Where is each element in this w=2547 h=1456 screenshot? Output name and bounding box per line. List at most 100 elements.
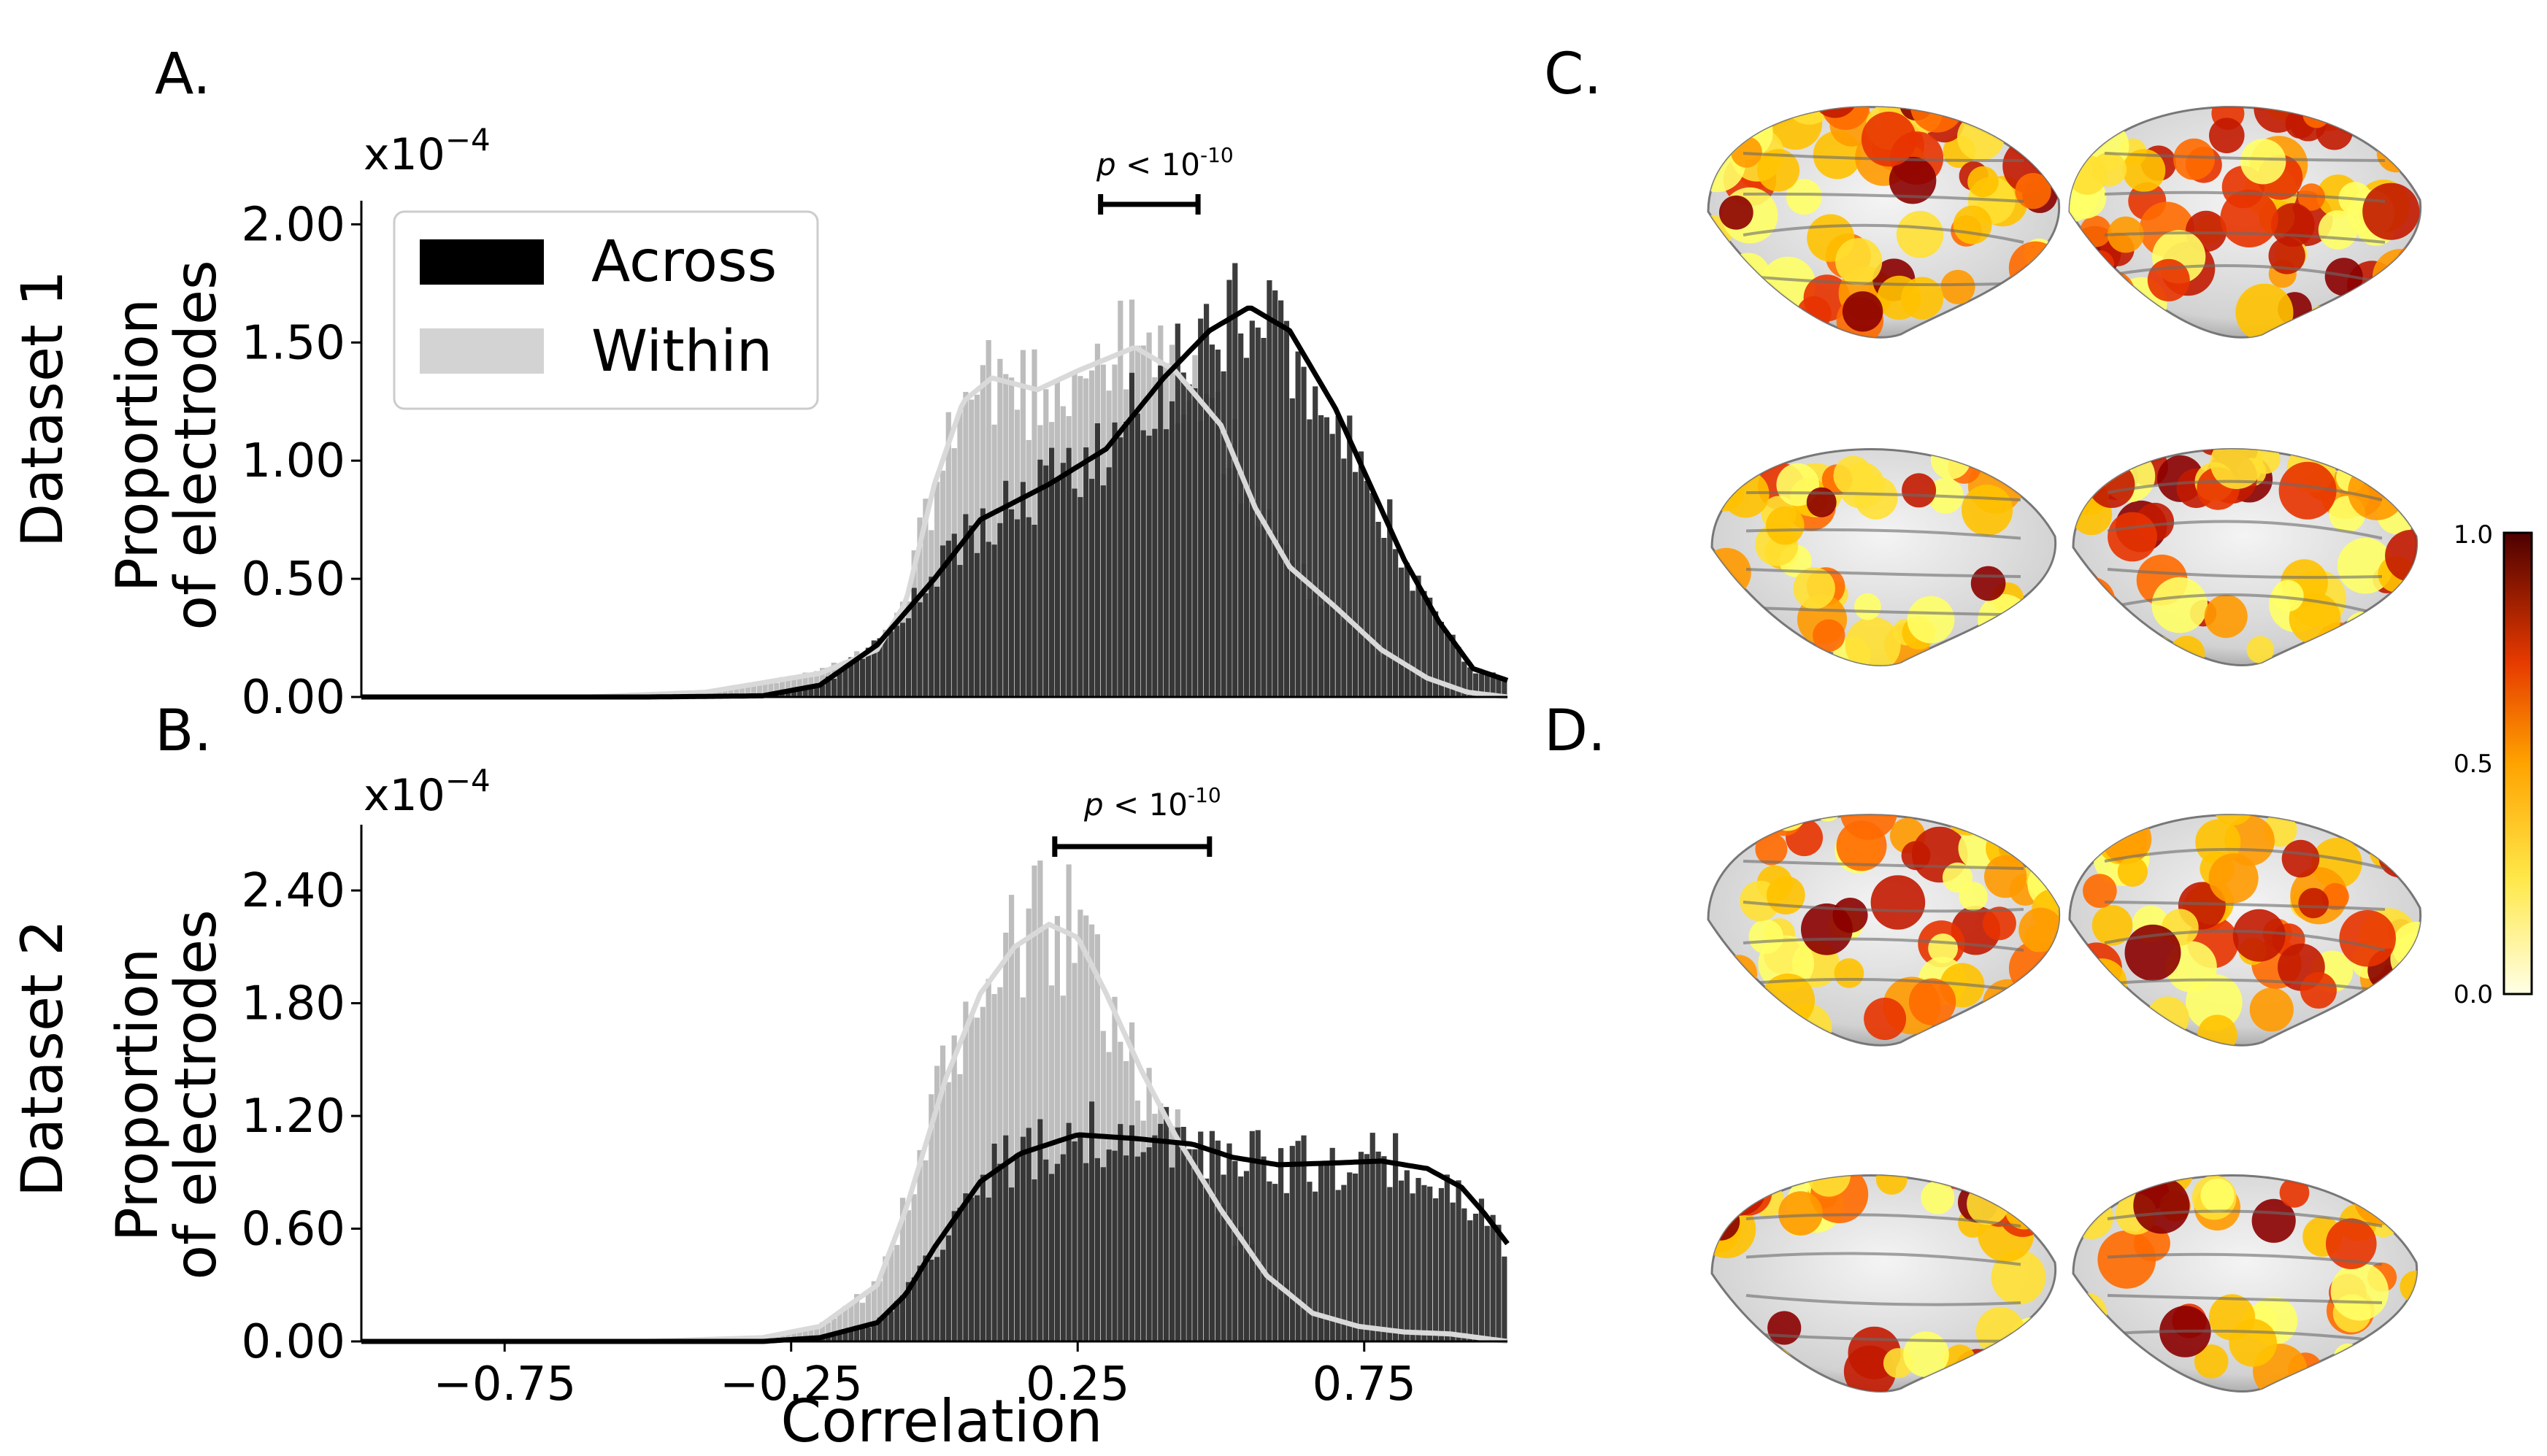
- electrode-blob: [2073, 1195, 2113, 1239]
- electrode-blob: [2076, 958, 2127, 1009]
- bar-across: [1100, 1167, 1106, 1341]
- bar-across: [1243, 358, 1250, 697]
- bar-across: [974, 1195, 980, 1341]
- electrode-blob: [2073, 567, 2103, 620]
- brain-surface: [2072, 1174, 2419, 1393]
- bar-across: [1020, 1136, 1026, 1341]
- electrode-blob: [2088, 461, 2135, 508]
- bar-across: [1347, 415, 1353, 697]
- electrode-blob: [2073, 1293, 2108, 1334]
- bar-across: [923, 593, 929, 697]
- bar-across: [969, 525, 975, 697]
- electrode-blob: [1713, 262, 1747, 295]
- brain-surface: [2068, 814, 2422, 1047]
- brain-sulcus: [1743, 937, 2024, 952]
- bar-across: [1221, 1174, 1226, 1341]
- bar-across: [1186, 1149, 1192, 1341]
- bar-across: [1134, 1156, 1140, 1341]
- bar-across: [1037, 1119, 1043, 1341]
- brain-sulcus: [2104, 231, 2386, 244]
- bar-across: [1295, 351, 1301, 697]
- electrode-blob: [2278, 461, 2337, 520]
- electrode-blob: [2089, 270, 2135, 317]
- brain-sulcus: [1745, 1294, 2021, 1306]
- bar-across: [911, 588, 917, 697]
- bar-across: [1009, 1187, 1015, 1341]
- bar-within: [1026, 908, 1032, 1341]
- electrode-blob: [1889, 156, 1937, 204]
- bar-across: [1490, 672, 1496, 697]
- electrode-blob: [2117, 856, 2148, 887]
- electrode-blob: [2354, 814, 2407, 834]
- electrode-blob: [1708, 107, 1737, 142]
- brain-sulcus: [2104, 152, 2386, 162]
- bar-across: [1421, 590, 1427, 697]
- bar-across: [1072, 1141, 1077, 1341]
- bar-within: [1032, 865, 1037, 1341]
- electrode-blob: [1713, 307, 1756, 338]
- bar-across: [1375, 1151, 1381, 1341]
- bar-within: [963, 1001, 969, 1341]
- bar-within: [1083, 915, 1089, 1341]
- bar-across: [1192, 1149, 1198, 1341]
- electrode-blob: [2373, 814, 2417, 841]
- electrode-blob: [2147, 258, 2190, 301]
- bar-across: [1054, 477, 1060, 697]
- electrode-blob: [2073, 1341, 2095, 1384]
- bar-across: [1461, 661, 1467, 697]
- electrode-blob: [2094, 1342, 2152, 1392]
- bar-across: [945, 540, 951, 697]
- y-tick-label: 1.20: [242, 1090, 346, 1144]
- bar-across: [1249, 1130, 1255, 1341]
- bar-across: [1398, 567, 1405, 697]
- electrode-blob: [2246, 636, 2275, 664]
- brain-sulcus: [2104, 264, 2386, 285]
- bar-across: [1043, 1159, 1049, 1341]
- bar-across: [1490, 1214, 1496, 1341]
- electrode-blob: [1834, 958, 1864, 988]
- electrode-blob: [2403, 107, 2421, 123]
- electrode-blob: [2354, 1175, 2407, 1225]
- electrode-blob: [1953, 205, 1992, 244]
- bar-across: [1267, 1181, 1272, 1341]
- electrode-blob: [2251, 1198, 2296, 1243]
- bar-across: [1140, 1152, 1146, 1341]
- brain-sulcus: [1745, 1332, 2021, 1343]
- bar-across: [1140, 430, 1146, 697]
- bar-across: [1060, 1154, 1066, 1341]
- electrode-blob: [1786, 179, 1822, 215]
- bar-across: [1415, 1178, 1421, 1341]
- bar-across: [1014, 1153, 1021, 1341]
- histogram-dataset2: 0.00 0.60 1.20 1.80 2.40 −0.75 −0.25 0.25 0.75: [242, 825, 1510, 1411]
- bar-across: [1180, 372, 1186, 697]
- bar-across: [1066, 1122, 1072, 1341]
- bar-across: [1072, 488, 1077, 697]
- x-tick-label: 0.75: [1313, 1357, 1417, 1411]
- electrode-blob: [1766, 876, 1805, 914]
- electrode-blob: [2298, 887, 2329, 919]
- electrode-blob: [2015, 173, 2051, 209]
- bar-across: [1232, 263, 1238, 697]
- electrode-blob: [2377, 107, 2421, 125]
- electrode-blob: [2326, 1218, 2377, 1269]
- bar-across: [785, 690, 791, 697]
- electrode-blob: [2169, 636, 2205, 666]
- bar-across: [1438, 1187, 1444, 1341]
- bar-across: [1324, 1163, 1329, 1341]
- electrode-blob: [2235, 283, 2294, 338]
- bar-across: [1272, 290, 1278, 697]
- brain-sulcus: [2104, 847, 2386, 870]
- bar-across: [854, 1325, 860, 1341]
- electrode-blob: [2400, 973, 2421, 1006]
- electrode-blob: [1812, 814, 1843, 822]
- electrode-blob: [2018, 974, 2059, 1025]
- electrode-blob: [2195, 819, 2241, 865]
- electrode-blob: [2229, 1319, 2277, 1367]
- scale-label-b: x10−4: [364, 763, 491, 821]
- electrode-blob: [2330, 1263, 2389, 1321]
- electrode-blob: [2073, 577, 2116, 628]
- bar-across: [1358, 451, 1364, 697]
- bar-across: [923, 1255, 929, 1341]
- brain-sulcus: [2107, 520, 2383, 540]
- bar-across: [974, 552, 980, 697]
